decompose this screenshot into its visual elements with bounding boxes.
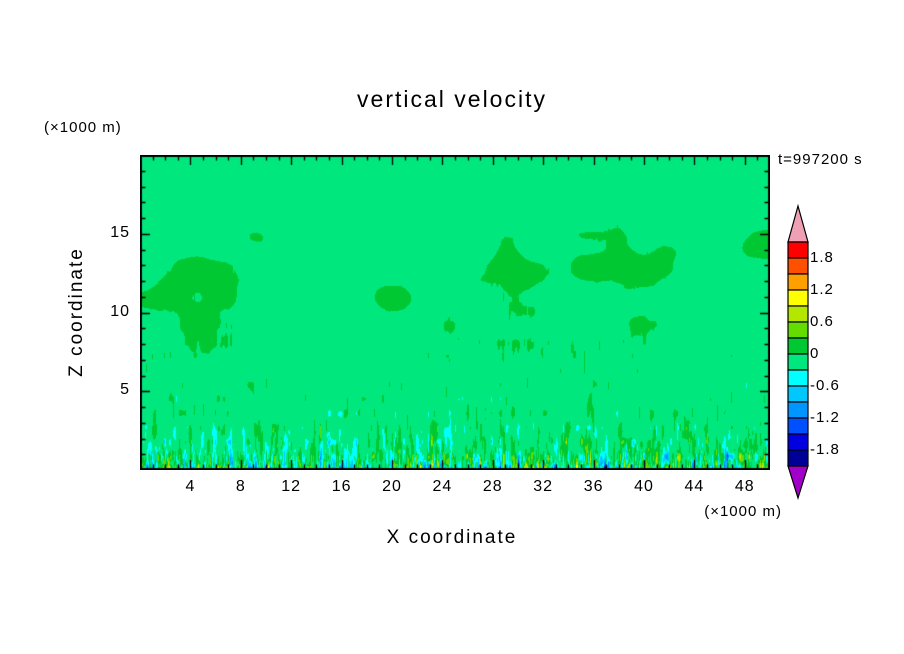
x-tick-label: 12: [281, 478, 302, 495]
colorbar-tick-label: 0: [810, 345, 820, 362]
x-tick-label: 8: [235, 478, 246, 495]
y-tick-label: 5: [120, 381, 130, 399]
colorbar-tick-label: 0.6: [810, 313, 834, 330]
x-tick-label: 40: [634, 478, 654, 495]
x-axis-title: X coordinate: [386, 527, 518, 548]
colorbar-tick-label: -1.8: [810, 441, 840, 458]
x-tick-label: 32: [533, 478, 554, 495]
colorbar-segment: [787, 321, 809, 339]
x-tick-label: 36: [583, 478, 604, 495]
colorbar-tick-label: 1.2: [810, 281, 834, 298]
colorbar-tick-label: -1.2: [810, 409, 840, 426]
x-tick-label: 24: [432, 478, 453, 495]
colorbar-segment: [787, 305, 809, 323]
colorbar-segment: [787, 289, 809, 307]
x-axis-unit: (×1000 m): [704, 503, 782, 520]
colorbar-segment: [787, 385, 809, 403]
x-tick-label: 44: [684, 478, 705, 495]
colorbar-segment: [787, 353, 809, 371]
x-tick-label: 4: [185, 478, 196, 495]
x-tick-label: 28: [482, 478, 503, 495]
y-tick-label: 15: [110, 223, 130, 241]
colorbar-segment: [787, 241, 809, 259]
colorbar-over-arrow: [787, 203, 809, 243]
colorbar-segment: [787, 273, 809, 291]
x-tick-label: 16: [331, 478, 352, 495]
colorbar-segment: [787, 257, 809, 275]
colorbar-segment: [787, 449, 809, 467]
colorbar-segment: [787, 433, 809, 451]
time-annotation: t=997200 s: [778, 151, 863, 168]
y-axis-title: Z coordinate: [66, 247, 87, 377]
x-tick-label: 48: [734, 478, 755, 495]
colorbar-segment: [787, 337, 809, 355]
colorbar-segment: [787, 369, 809, 387]
x-tick-label: 20: [382, 478, 402, 495]
colorbar-under-arrow: [787, 465, 809, 501]
colorbar-segment: [787, 417, 809, 435]
colorbar-tick-label: -0.6: [810, 377, 840, 394]
chart-title: vertical velocity: [357, 86, 547, 112]
y-axis-unit: (×1000 m): [44, 119, 122, 136]
heatmap-canvas: [140, 155, 770, 470]
colorbar-tick-label: 1.8: [810, 249, 834, 266]
y-tick-label: 10: [110, 302, 130, 320]
colorbar: [785, 203, 811, 501]
colorbar-segment: [787, 401, 809, 419]
